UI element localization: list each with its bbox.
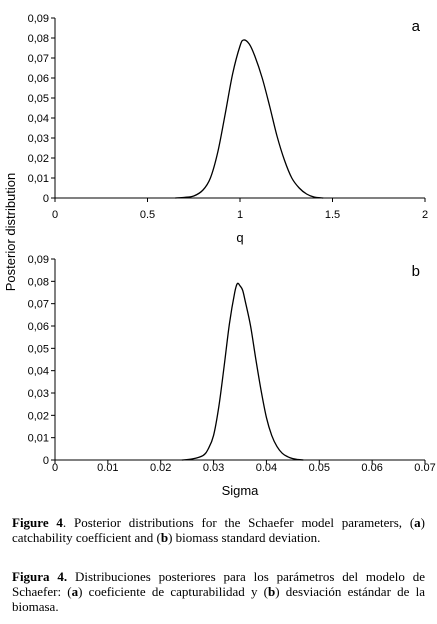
panel-b-x-tick-label: 0.06	[361, 462, 382, 474]
caption-en-text-3: ) biomass standard deviation.	[168, 530, 321, 545]
caption-spanish: Figura 4. Distribuciones posteriores par…	[12, 569, 425, 614]
caption-es-label: Figura 4.	[12, 569, 68, 584]
panel-a-y-tick-label: 0	[43, 193, 49, 205]
panel-a-x-tick-label: 0.5	[140, 209, 155, 221]
panel-a-x-axis-title: q	[236, 230, 243, 245]
panel-a-y-tick-label: 0,01	[28, 173, 49, 185]
caption-es-text-3: ) desviación estándar de la biomasa.	[12, 584, 425, 614]
caption-en-b: b	[160, 530, 169, 545]
panel-a-y-tick-label: 0,03	[28, 133, 49, 145]
caption-es-b: b	[268, 584, 276, 599]
panel-b-x-tick-label: 0.01	[97, 462, 118, 474]
panel-a-x-tick-label: 2	[422, 209, 428, 221]
y-axis-title: Posterior distribution	[3, 173, 18, 292]
panel-a-y-tick-label: 0,02	[28, 153, 49, 165]
panel-a-y-tick-label: 0,06	[28, 73, 49, 85]
panel-b-y-tick-label: 0,05	[28, 343, 49, 355]
caption-en-a: a	[414, 515, 421, 530]
caption-en-label: Figure 4	[12, 515, 63, 530]
panel-b-chart: 0 0,01 0,02 0,03 0,04 0,05 0,06 0,07 0,08 0,09 0 0.…	[28, 254, 436, 498]
panel-b-y-tick-label: 0,06	[28, 321, 49, 333]
panel-b-x-tick-label: 0.05	[309, 462, 330, 474]
panel-b-x-tick-label: 0.03	[203, 462, 224, 474]
caption-es-a: a	[71, 584, 79, 599]
caption-en-text-1: . Posterior distributions for the Schaef…	[62, 515, 415, 530]
panel-b-x-tick-label: 0.02	[150, 462, 171, 474]
panel-a-y-tick-label: 0,07	[28, 53, 49, 65]
panel-b-y-tick-label: 0	[43, 455, 49, 467]
panel-a-y-tick-label: 0,04	[28, 113, 49, 125]
panel-b-y-tick-label: 0,02	[28, 410, 49, 422]
panel-a-y-tick-label: 0,09	[28, 13, 49, 25]
panel-b-series-line	[181, 282, 304, 461]
panel-b-x-tick-label: 0.04	[256, 462, 277, 474]
panel-a-letter: a	[412, 18, 421, 35]
panel-a-y-tick-label: 0,05	[28, 93, 49, 105]
panel-b-y-tick-label: 0,01	[28, 433, 49, 445]
panel-b-y-tick-label: 0,07	[28, 299, 49, 311]
panel-b-y-tick-label: 0,03	[28, 388, 49, 400]
panel-a-series-line	[175, 39, 324, 199]
figure: Posterior distribution 0 0,01 0,02 0,03 0,04…	[3, 13, 436, 498]
panel-b-y-tick-label: 0,08	[28, 276, 49, 288]
panel-b-x-axis-title: Sigma	[222, 483, 260, 498]
caption-es-text-2: ) coeficiente de capturabilidad y (	[78, 584, 268, 599]
panel-a-x-tick-label: 1	[237, 209, 243, 221]
panel-b-letter: b	[412, 263, 420, 280]
caption-es-text-1: Distribuciones posteriores para los pará…	[12, 569, 425, 599]
panel-a-chart: 0 0,01 0,02 0,03 0,04 0,05 0,06 0,07 0,08 0,09 0 0.…	[28, 13, 428, 245]
panel-a-x-tick-label: 1.5	[325, 209, 340, 221]
panel-a-x-tick-label: 0	[52, 209, 58, 221]
panel-b-y-tick-label: 0,09	[28, 254, 49, 266]
caption-english: Figure 4. Posterior distributions for th…	[12, 515, 425, 545]
panel-b-x-tick-label: 0	[52, 462, 58, 474]
caption-en-text-2: ) catchability coefficient and (	[12, 515, 425, 545]
panel-a-y-tick-label: 0,08	[28, 33, 49, 45]
panel-b-x-tick-label: 0.07	[414, 462, 435, 474]
panel-b-y-tick-label: 0,04	[28, 366, 49, 378]
